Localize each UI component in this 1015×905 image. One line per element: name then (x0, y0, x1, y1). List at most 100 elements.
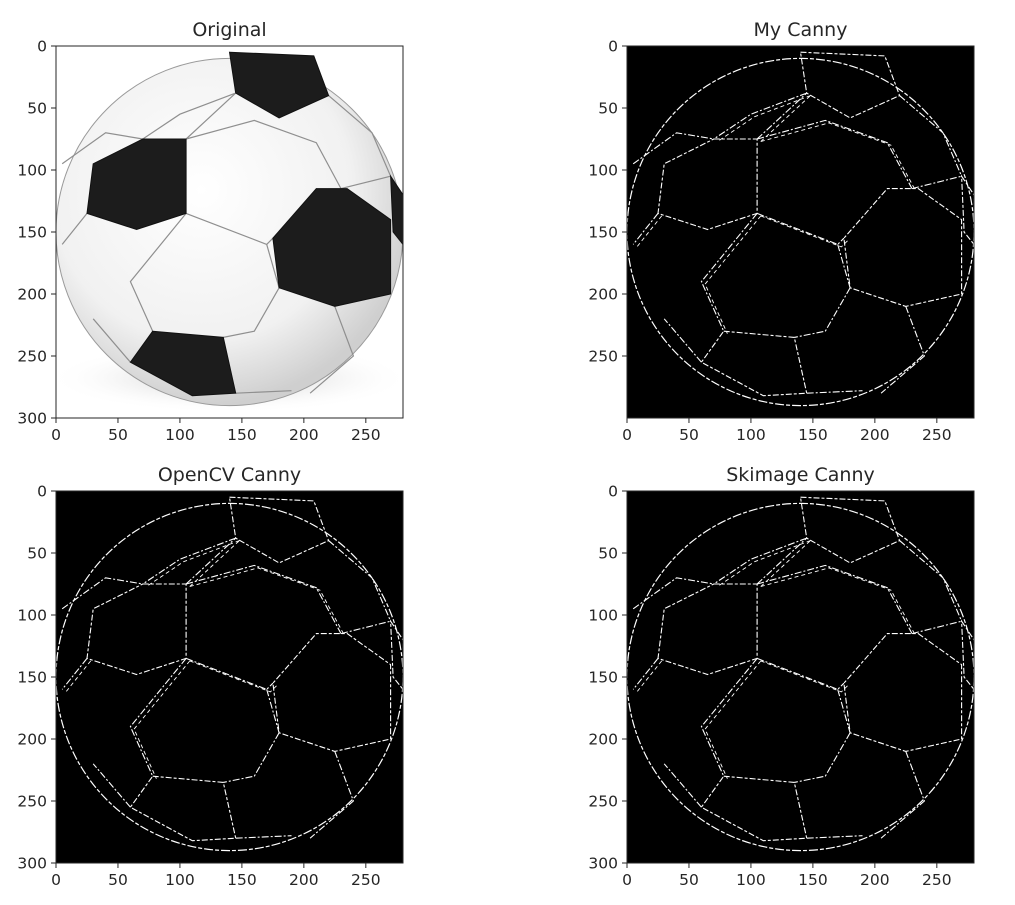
y-tick-label: 100 (588, 162, 618, 180)
x-tick-label: 250 (351, 871, 381, 889)
edge-line (899, 95, 963, 177)
edge-line (911, 175, 962, 190)
image-content (56, 496, 403, 852)
edge-outline (627, 502, 974, 852)
edge-line (389, 619, 403, 691)
edge-line (185, 657, 274, 691)
edge-line (223, 732, 280, 783)
ball-seam (340, 175, 391, 190)
y-tick-label: 200 (17, 731, 47, 749)
x-tick-label: 50 (679, 871, 699, 889)
y-tick-label: 50 (598, 545, 618, 563)
edge-line (704, 215, 762, 334)
edge-line (704, 660, 762, 779)
edge-line (713, 92, 807, 140)
y-tick-label: 250 (17, 348, 47, 366)
ball-patch (129, 330, 237, 397)
x-tick-label: 50 (108, 871, 128, 889)
y-tick-label: 200 (17, 286, 47, 304)
x-tick-label: 200 (860, 871, 890, 889)
edge-line (632, 577, 714, 610)
edge-line (663, 318, 702, 363)
x-tick-label: 100 (736, 426, 766, 444)
x-tick-label: 150 (227, 426, 257, 444)
y-tick-label: 250 (17, 793, 47, 811)
y-tick-label: 100 (17, 162, 47, 180)
edge-line (960, 619, 974, 691)
ball-seam (266, 244, 280, 288)
y-tick-label: 0 (608, 483, 618, 501)
edge-line (146, 540, 240, 587)
ball-seam (185, 92, 237, 140)
edge-line (189, 660, 277, 693)
y-tick-label: 0 (37, 483, 47, 501)
x-tick-label: 250 (351, 426, 381, 444)
edge-image (56, 491, 403, 863)
ball-seam (61, 213, 88, 245)
y-tick-label: 200 (588, 286, 618, 304)
panel-title: Original (192, 19, 266, 41)
y-tick-label: 50 (27, 100, 47, 118)
edge-line (880, 751, 926, 839)
edge-line (911, 620, 962, 635)
edge-line (717, 95, 811, 142)
image-content (56, 51, 403, 414)
image-content (627, 51, 974, 407)
edge-line (960, 174, 974, 246)
edge-line (799, 496, 901, 564)
edge-line (756, 657, 845, 691)
edge-line (899, 540, 963, 622)
ball-patch (272, 188, 392, 307)
edge-outline (627, 57, 974, 407)
x-tick-label: 0 (622, 426, 632, 444)
x-tick-label: 250 (922, 871, 952, 889)
edge-line (843, 188, 963, 307)
ball-seam (223, 287, 280, 338)
x-tick-label: 250 (922, 426, 952, 444)
x-tick-label: 100 (165, 426, 195, 444)
edge-line (328, 540, 392, 622)
x-tick-label: 100 (736, 871, 766, 889)
edge-line (843, 633, 963, 752)
edge-line (632, 132, 714, 165)
edge-line (806, 835, 863, 839)
y-tick-label: 100 (17, 607, 47, 625)
ball-seam (309, 306, 355, 394)
edge-outline (56, 502, 403, 852)
edge-line (632, 658, 659, 690)
edge-line (133, 660, 191, 779)
edge-line (189, 567, 346, 637)
y-tick-label: 50 (598, 100, 618, 118)
y-tick-label: 0 (608, 38, 618, 56)
edge-line (309, 751, 355, 839)
ball-seam (129, 213, 187, 332)
panel-3: Skimage Canny 0 50 100 150 200 250 0 50 100 150 200… (588, 464, 975, 889)
y-tick-label: 0 (37, 38, 47, 56)
edge-line (756, 564, 913, 634)
edge-line (756, 119, 913, 189)
edge-line (806, 390, 863, 394)
edge-line (700, 330, 808, 397)
x-tick-label: 0 (622, 871, 632, 889)
x-tick-label: 50 (679, 426, 699, 444)
ball-seam (92, 318, 131, 363)
ball-seam (328, 95, 392, 177)
edge-line (235, 835, 292, 839)
edge-line (129, 658, 187, 777)
edge-line (228, 496, 330, 564)
panel-title: OpenCV Canny (158, 464, 301, 486)
y-tick-label: 200 (588, 731, 618, 749)
x-tick-label: 200 (860, 426, 890, 444)
x-tick-label: 150 (798, 426, 828, 444)
y-tick-label: 150 (17, 669, 47, 687)
edge-line (61, 658, 88, 690)
x-tick-label: 0 (51, 426, 61, 444)
edge-line (129, 775, 237, 842)
edge-line (92, 763, 131, 808)
edge-line (266, 689, 280, 733)
edge-line (760, 215, 848, 248)
edge-line (61, 577, 143, 610)
x-tick-label: 100 (165, 871, 195, 889)
edge-image (627, 46, 974, 418)
